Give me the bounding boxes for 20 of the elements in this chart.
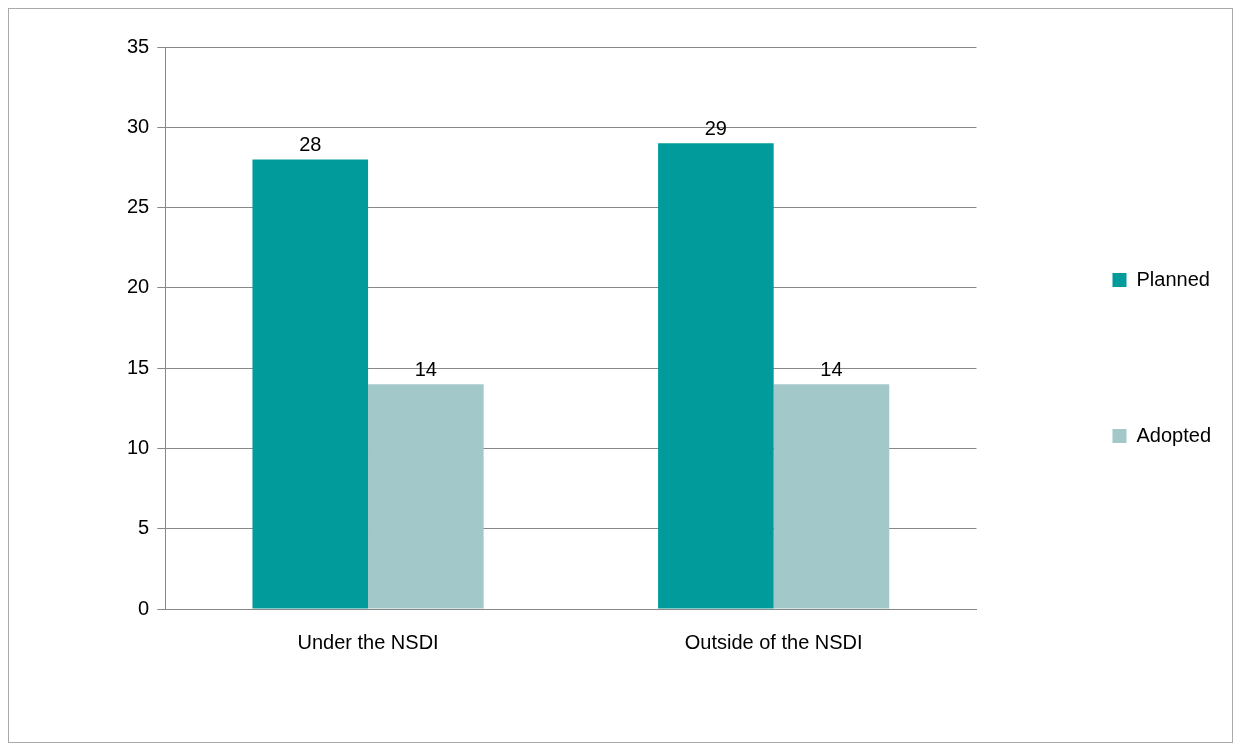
y-tick-label: 35: [127, 34, 150, 57]
x-tick-label: Under the NSDI: [297, 630, 439, 653]
y-tick-label: 25: [127, 195, 150, 218]
y-tick-label: 10: [127, 435, 150, 458]
bar: [368, 384, 484, 609]
bar: [658, 143, 774, 609]
bar: [252, 159, 369, 609]
data-label: 14: [820, 357, 843, 380]
y-tick-label: 20: [127, 275, 150, 298]
data-label: 14: [414, 357, 437, 380]
data-label: 28: [299, 132, 322, 155]
y-tick-label: 15: [127, 355, 150, 378]
data-label: 29: [704, 116, 727, 139]
y-tick-label: 5: [138, 516, 150, 539]
legend-label: Planned: [1136, 267, 1210, 290]
legend-label: Adopted: [1136, 423, 1211, 446]
x-tick-label: Outside of the NSDI: [684, 630, 863, 653]
y-tick-label: 0: [138, 596, 150, 619]
y-tick-label: 30: [127, 114, 150, 137]
bar: [773, 384, 890, 609]
